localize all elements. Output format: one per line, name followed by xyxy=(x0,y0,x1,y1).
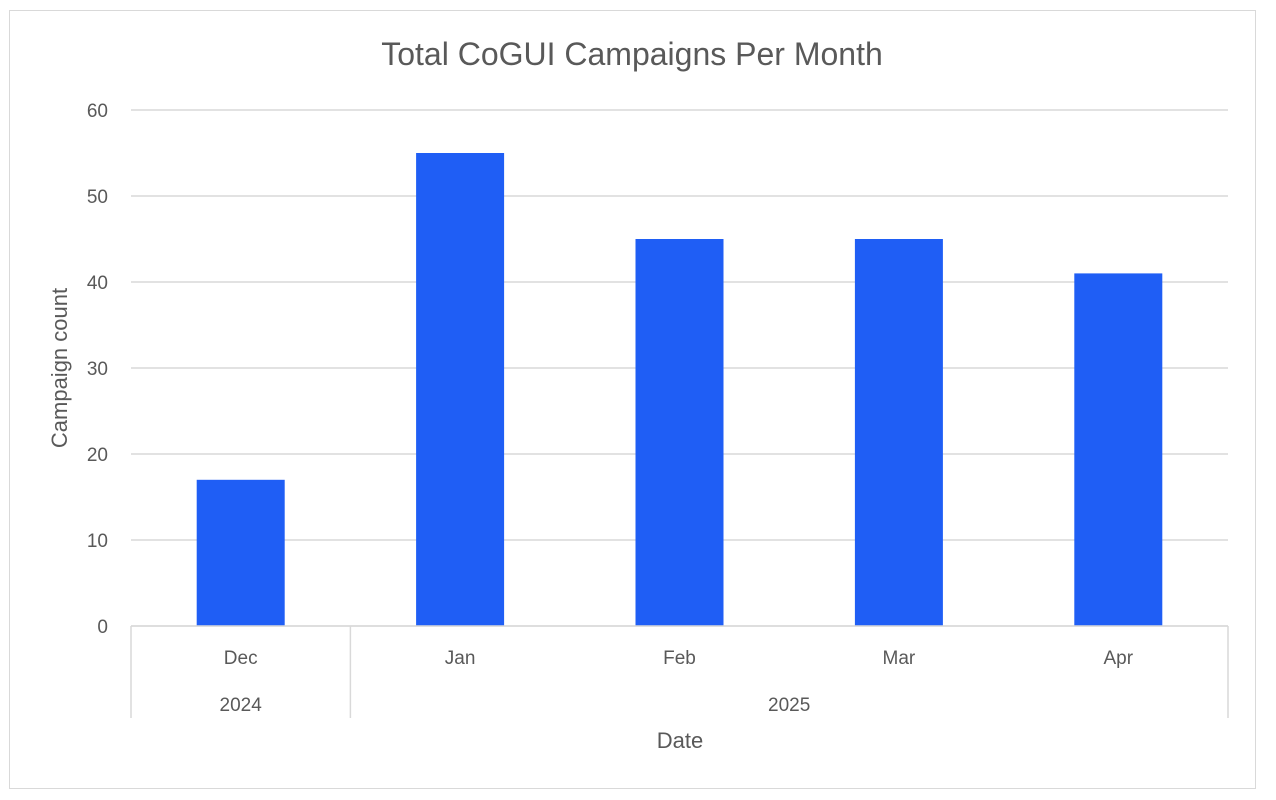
bar-jan xyxy=(416,153,505,626)
y-tick-label: 30 xyxy=(87,359,108,380)
y-tick-label: 20 xyxy=(87,445,108,466)
chart-frame xyxy=(9,10,1256,789)
bar-mar xyxy=(854,239,943,626)
x-category-label: Mar xyxy=(883,648,916,669)
bar-dec xyxy=(196,479,285,626)
y-tick-label: 40 xyxy=(87,273,108,294)
bar-apr xyxy=(1074,273,1163,626)
bar-feb xyxy=(635,239,724,626)
x-category-label: Dec xyxy=(224,648,258,669)
y-tick-label: 10 xyxy=(87,531,108,552)
x-category-label: Feb xyxy=(663,648,696,669)
x-group-label: 2024 xyxy=(220,695,263,716)
x-category-label: Apr xyxy=(1104,648,1134,669)
bars xyxy=(196,153,1163,626)
x-group-label: 2025 xyxy=(768,695,810,716)
y-axis-title: Campaign count xyxy=(47,288,72,448)
y-tick-label: 0 xyxy=(97,617,108,638)
y-axis-ticks: 0 10 20 30 40 50 60 xyxy=(87,101,108,638)
x-axis-title: Date xyxy=(657,728,703,753)
x-axis: Dec Jan Feb Mar Apr 2024 2025 xyxy=(130,625,1229,718)
x-category-label: Jan xyxy=(445,648,476,669)
chart-title: Total CoGUI Campaigns Per Month xyxy=(381,36,883,72)
y-tick-label: 60 xyxy=(87,101,108,122)
y-tick-label: 50 xyxy=(87,187,108,208)
